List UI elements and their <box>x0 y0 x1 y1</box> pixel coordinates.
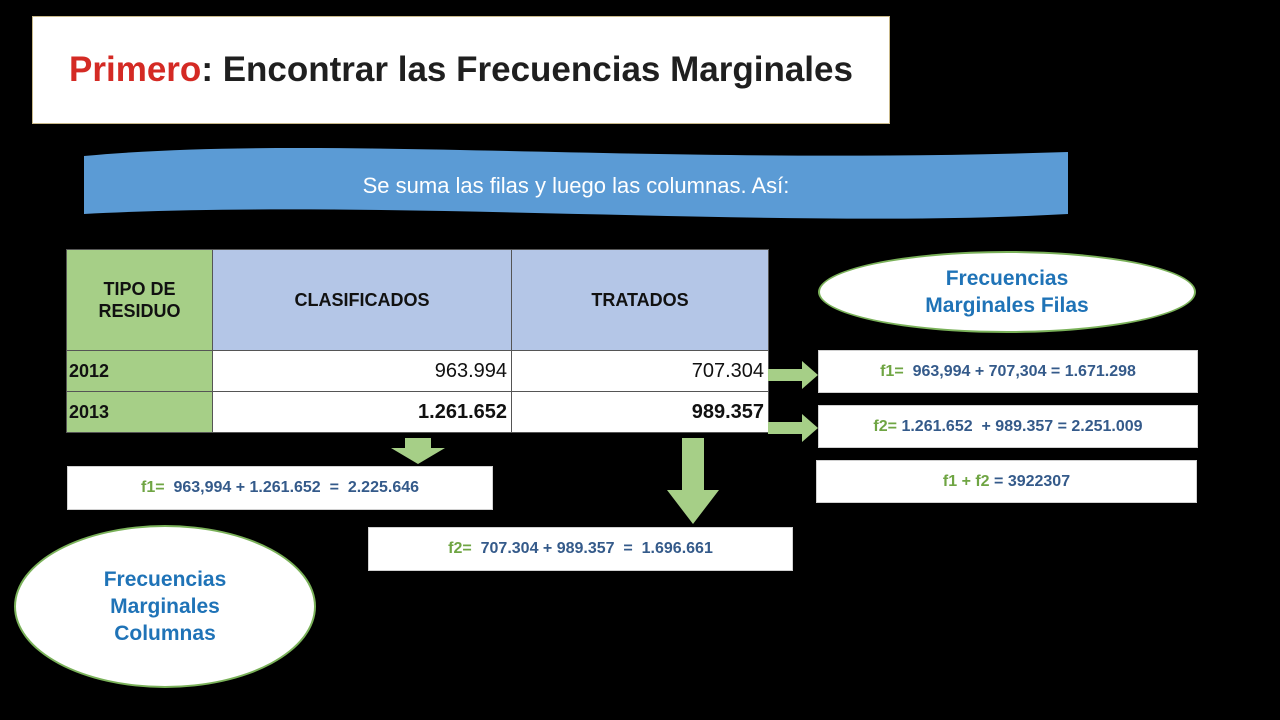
formula-label: f1 + f2 <box>942 472 990 490</box>
formula-label: f2= <box>873 417 897 435</box>
header-tratados: TRATADOS <box>511 249 769 351</box>
title-highlight: Primero <box>69 50 202 89</box>
formula-expr: 707.304 + 989.357 = 1.696.661 <box>471 540 713 557</box>
cell-clasificados: 1.261.652 <box>212 391 512 433</box>
slide-title: Primero: Encontrar las Frecuencias Margi… <box>32 16 890 124</box>
arrow-down-icon <box>391 438 445 464</box>
formula-label: f1= <box>880 362 904 380</box>
table-row: 2013 1.261.652 989.357 <box>66 391 769 433</box>
data-table: TIPO DE RESIDUO CLASIFICADOS TRATADOS 20… <box>66 249 769 433</box>
formula-expr: = 3922307 <box>989 472 1071 490</box>
instruction-banner: Se suma las filas y luego las columnas. … <box>84 140 1068 226</box>
formula-label: f2= <box>448 540 472 557</box>
formula-expr: 963,994 + 707,304 = 1.671.298 <box>903 362 1136 380</box>
row-year: 2012 <box>66 350 213 392</box>
formula-col-f1: f1= 963,994 + 1.261.652 = 2.225.646 <box>67 466 493 510</box>
header-clasificados: CLASIFICADOS <box>212 249 512 351</box>
title-rest: : Encontrar las Frecuencias Marginales <box>201 50 853 89</box>
banner-text: Se suma las filas y luego las columnas. … <box>362 173 790 198</box>
oval-columnas-label: Frecuencias Marginales Columnas <box>103 567 227 646</box>
oval-frecuencias-columnas: Frecuencias Marginales Columnas <box>14 525 316 688</box>
arrow-right-icon <box>768 414 818 442</box>
formula-expr: 1.261.652 + 989.357 = 2.251.009 <box>897 417 1143 435</box>
cell-tratados: 989.357 <box>511 391 769 433</box>
row-year: 2013 <box>66 391 213 433</box>
formula-expr: 963,994 + 1.261.652 = 2.225.646 <box>164 479 420 496</box>
arrow-right-icon <box>768 361 818 389</box>
arrow-down-icon <box>667 438 719 524</box>
cell-tratados: 707.304 <box>511 350 769 392</box>
formula-label: f1= <box>140 479 165 496</box>
oval-frecuencias-filas: Frecuencias Marginales Filas <box>818 251 1196 333</box>
header-tipo-residuo: TIPO DE RESIDUO <box>66 249 213 351</box>
formula-row-f2: f2= 1.261.652 + 989.357 = 2.251.009 <box>818 405 1198 448</box>
banner-wave-shape <box>84 148 1068 219</box>
oval-filas-label: Frecuencias Marginales Filas <box>925 266 1089 317</box>
table-row: 2012 963.994 707.304 <box>66 350 769 392</box>
formula-col-f2: f2= 707.304 + 989.357 = 1.696.661 <box>368 527 793 571</box>
cell-clasificados: 963.994 <box>212 350 512 392</box>
table-header-row: TIPO DE RESIDUO CLASIFICADOS TRATADOS <box>66 249 769 351</box>
formula-row-f1: f1= 963,994 + 707,304 = 1.671.298 <box>818 350 1198 393</box>
formula-row-sum: f1 + f2 = 3922307 <box>816 460 1197 503</box>
